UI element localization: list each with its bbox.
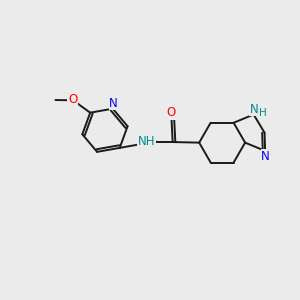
Text: O: O [167,106,176,119]
Text: N: N [250,103,259,116]
Text: H: H [259,108,266,118]
Text: NH: NH [138,135,155,148]
Text: N: N [261,150,270,163]
Text: N: N [109,97,118,110]
Text: O: O [68,93,77,106]
